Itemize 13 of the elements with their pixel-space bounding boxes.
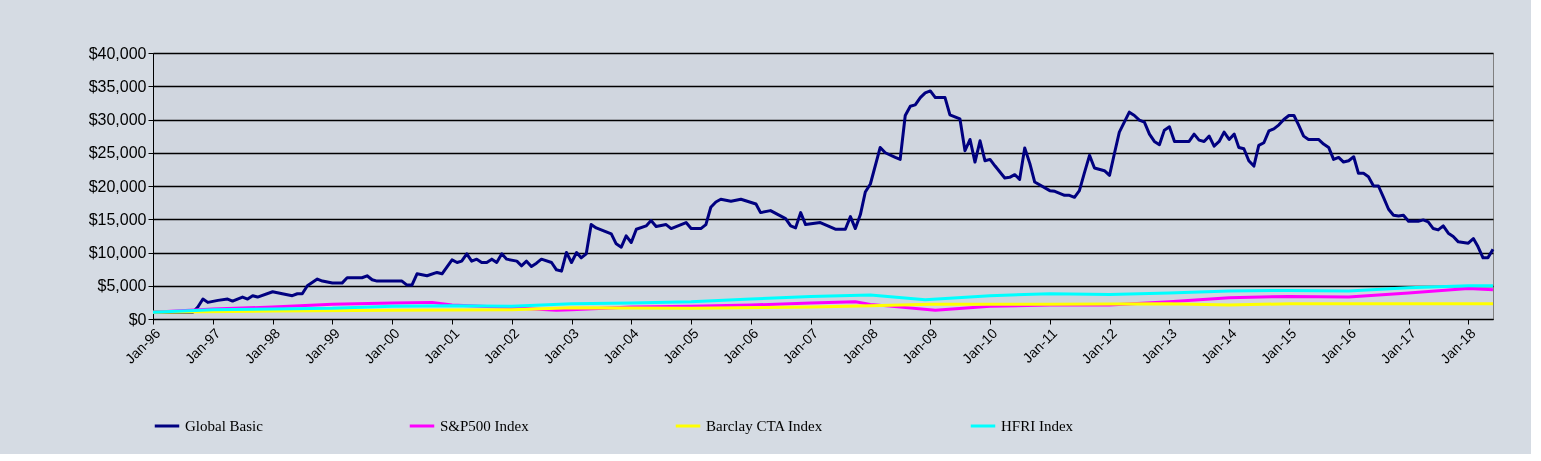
legend-label: HFRI Index [1001, 418, 1074, 434]
y-tick-label: $20,000 [88, 177, 147, 195]
y-tick-label: $30,000 [88, 111, 147, 128]
y-tick-label: $40,000 [88, 44, 147, 62]
y-tick-label: $15,000 [88, 210, 147, 228]
legend-label: Barclay CTA Index [706, 418, 823, 434]
legend-label: Global Basic [185, 418, 264, 434]
legend-label: S&P500 Index [440, 418, 530, 434]
y-tick-label: $5,000 [97, 277, 147, 295]
y-tick-label: $0 [128, 310, 147, 328]
y-tick-label: $10,000 [88, 244, 147, 261]
y-tick-label: $35,000 [88, 77, 147, 95]
y-tick-label: $25,000 [88, 144, 147, 162]
